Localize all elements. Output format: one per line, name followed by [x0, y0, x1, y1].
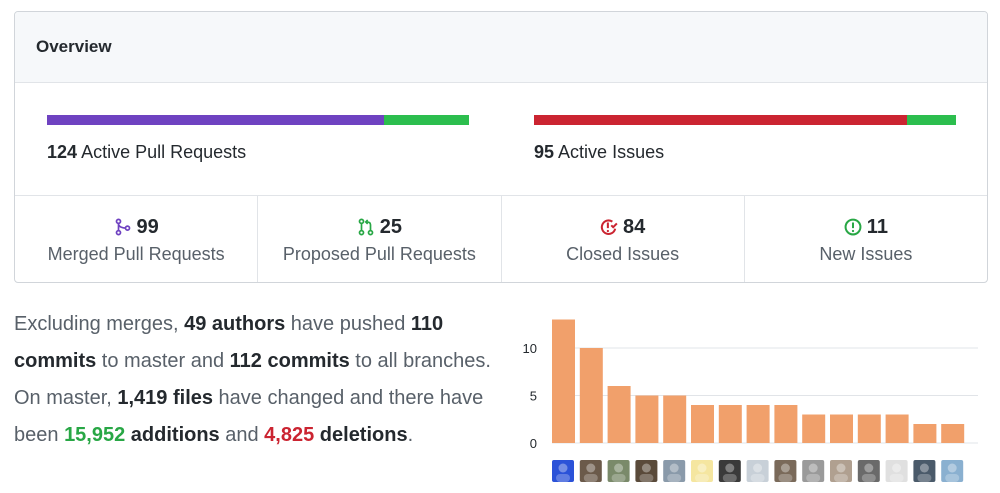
overview-header: Overview [15, 12, 987, 83]
contributor-bar[interactable] [607, 386, 631, 443]
contributor-bar[interactable] [635, 395, 659, 444]
git-pull-request-icon [358, 218, 374, 236]
merged-pull-requests-stat[interactable]: 99 Merged Pull Requests [15, 196, 259, 282]
closed-issues-label: Closed Issues [566, 244, 680, 264]
all-commits-link[interactable]: 112 commits [229, 350, 350, 372]
contributor-avatar[interactable] [552, 460, 574, 482]
closed-issues-count: 84 [623, 215, 646, 238]
y-tick-label: 5 [530, 389, 537, 404]
summary-text-part: to master and [96, 350, 230, 372]
proposed-pull-requests-stat[interactable]: 25 Proposed Pull Requests [258, 196, 502, 282]
contributor-avatar[interactable] [941, 460, 964, 482]
new-issues-label: New Issues [819, 244, 913, 264]
active-pull-requests-label: Active Pull Requests [81, 142, 247, 162]
deletions-label: deletions [314, 424, 408, 446]
master-commits-link[interactable]: 110 commits [14, 313, 444, 372]
y-tick-label: 10 [523, 341, 537, 356]
contributor-bar[interactable] [885, 414, 909, 444]
contributor-avatar[interactable] [607, 460, 630, 482]
additions-label: additions [125, 424, 220, 446]
contributor-avatar[interactable] [913, 460, 936, 482]
open-segment [383, 115, 469, 125]
proposed-pull-requests-label: Proposed Pull Requests [282, 244, 476, 264]
open-segment [907, 115, 956, 125]
summary-text-part: have pushed [285, 313, 411, 335]
contributor-avatar[interactable] [691, 460, 713, 482]
summary-text-part: to all branches. On master, [14, 350, 491, 409]
merged-segment [47, 115, 384, 125]
contributors-bar-chart: 0 5 10 [523, 319, 978, 482]
contributor-bar[interactable] [857, 414, 881, 444]
contributor-avatar[interactable] [885, 460, 908, 482]
active-pull-requests-text: 124 Active Pull Requests [47, 142, 469, 163]
y-tick-label: 0 [530, 436, 537, 451]
contributor-avatar[interactable] [857, 460, 880, 482]
deletions-count: 4,825 [264, 424, 315, 446]
overview-stats: 99 Merged Pull Requests 25 Proposed Pull… [15, 196, 987, 282]
contributor-avatar[interactable] [663, 460, 686, 482]
summary-text-part: Excluding merges, [14, 313, 185, 335]
git-merge-icon [115, 218, 130, 236]
issue-closed-icon [600, 219, 618, 235]
contributor-bar[interactable] [913, 424, 937, 443]
files-changed-count: 1,419 files [117, 387, 213, 409]
contributor-bar[interactable] [663, 395, 687, 444]
closed-issues-stat[interactable]: 84 Closed Issues [502, 196, 745, 282]
contributor-bar[interactable] [718, 405, 742, 443]
contributors-chart: 0 5 10 [512, 310, 982, 490]
active-issues-text: 95 Active Issues [534, 142, 956, 163]
summary-text-part: and [219, 424, 265, 446]
overview-panel: Overview 124 Active Pull Requests 95 Act… [14, 11, 988, 283]
contributor-bar[interactable] [746, 405, 770, 443]
merged-pull-requests-count: 99 [136, 215, 159, 238]
contributor-bar[interactable] [774, 405, 798, 443]
issue-opened-icon [844, 218, 862, 236]
summary-text-part: have changed and there have been [14, 387, 484, 446]
closed-segment [534, 115, 908, 125]
overview-summary: 124 Active Pull Requests 95 Active Issue… [15, 83, 987, 196]
new-issues-stat[interactable]: 11 New Issues [745, 196, 987, 282]
new-issues-count: 11 [866, 215, 888, 238]
contributor-bar[interactable] [552, 319, 575, 444]
summary-text-part: . [407, 424, 414, 446]
active-issues-label: Active Issues [558, 142, 665, 162]
authors-count-link[interactable]: 49 authors [184, 313, 286, 335]
contributor-avatar[interactable] [802, 460, 825, 482]
merged-pull-requests-label: Merged Pull Requests [47, 244, 225, 264]
contributor-avatar[interactable] [635, 460, 658, 482]
contributor-avatar[interactable] [718, 460, 741, 482]
commit-summary-text: Excluding merges, 49 authors have pushed… [14, 306, 494, 454]
pull-requests-summary[interactable]: 124 Active Pull Requests [47, 115, 469, 163]
active-issues-count: 95 [534, 142, 555, 162]
proposed-pull-requests-count: 25 [379, 215, 402, 238]
contributor-bar[interactable] [579, 348, 603, 443]
contributor-avatar[interactable] [774, 460, 797, 482]
contributor-bar[interactable] [802, 414, 826, 444]
issues-progress-bar [534, 115, 956, 125]
contributor-bar[interactable] [691, 405, 714, 443]
contributor-avatar[interactable] [830, 460, 852, 482]
contributor-bar[interactable] [830, 414, 853, 444]
pull-requests-progress-bar [47, 115, 469, 125]
overview-title: Overview [36, 37, 112, 56]
active-pull-requests-count: 124 [47, 142, 78, 162]
contributor-bar[interactable] [941, 424, 965, 443]
contributor-avatar[interactable] [579, 460, 602, 482]
additions-count: 15,952 [64, 424, 126, 446]
issues-summary[interactable]: 95 Active Issues [534, 115, 956, 163]
contributor-avatar[interactable] [746, 460, 769, 482]
